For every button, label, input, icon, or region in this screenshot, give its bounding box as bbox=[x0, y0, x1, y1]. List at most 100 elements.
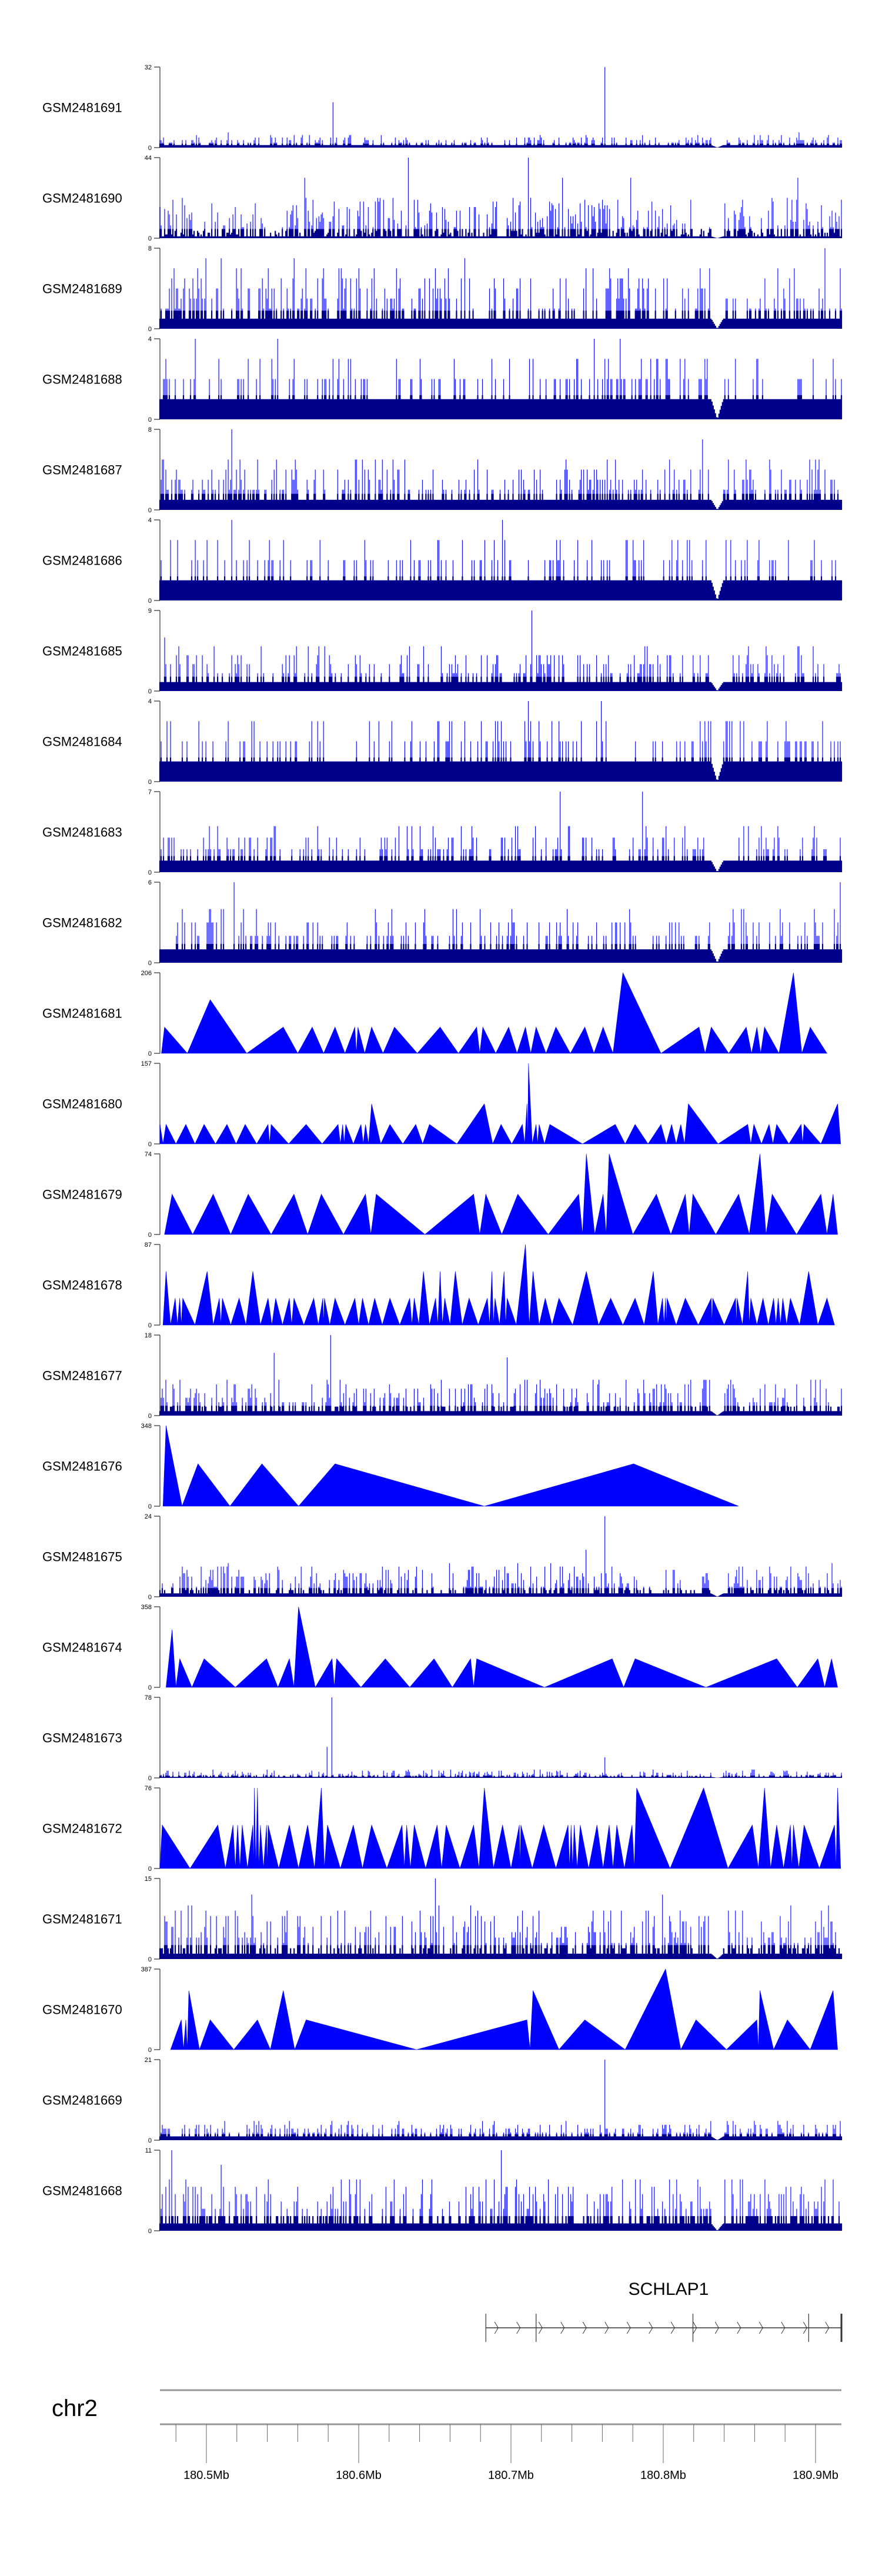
track-label: GSM2481681 bbox=[42, 1006, 122, 1021]
y-axis-max-label: 206 bbox=[141, 970, 152, 977]
track-label: GSM2481687 bbox=[42, 463, 122, 478]
axis-tick-label: 180.6Mb bbox=[336, 2469, 382, 2482]
track-GSM2481677: GSM2481677 18 0 bbox=[42, 1332, 843, 1420]
strand-chevron-icon bbox=[670, 2321, 675, 2334]
y-axis-zero-label: 0 bbox=[148, 1684, 152, 1691]
y-axis-zero-label: 0 bbox=[148, 1232, 152, 1239]
signal-baseline bbox=[159, 1588, 843, 1597]
track-GSM2481691: GSM2481691 32 0 bbox=[42, 64, 843, 152]
signal-baseline bbox=[159, 757, 843, 782]
track-label: GSM2481671 bbox=[42, 1912, 122, 1927]
track-GSM2481690: GSM2481690 44 0 bbox=[42, 155, 843, 242]
y-axis-max-label: 21 bbox=[145, 2057, 152, 2064]
track-label: GSM2481669 bbox=[42, 2093, 122, 2108]
y-axis-max-label: 74 bbox=[145, 1151, 152, 1158]
track-GSM2481683: GSM2481683 7 0 bbox=[42, 789, 843, 876]
chromosome-label: chr2 bbox=[52, 2395, 98, 2421]
signal-baseline bbox=[159, 856, 843, 872]
track-label: GSM2481670 bbox=[42, 2003, 122, 2017]
strand-chevron-icon bbox=[494, 2321, 499, 2334]
y-axis-zero-label: 0 bbox=[148, 1775, 152, 1782]
track-GSM2481672: GSM2481672 76 0 bbox=[42, 1785, 841, 1873]
track-label: GSM2481668 bbox=[42, 2184, 122, 2198]
y-axis-max-label: 76 bbox=[145, 1785, 152, 1792]
coverage-area bbox=[170, 1968, 838, 2051]
track-GSM2481679: GSM2481679 74 0 bbox=[42, 1151, 838, 1239]
track-GSM2481673: GSM2481673 78 0 bbox=[42, 1694, 843, 1782]
genome-axis-track: chr2 180.5Mb 180.6Mb 180.7Mb 180.8Mb 180.9Mb bbox=[52, 2389, 841, 2482]
y-axis-zero-label: 0 bbox=[148, 1956, 152, 1963]
track-label: GSM2481678 bbox=[42, 1278, 122, 1293]
y-axis-max-label: 4 bbox=[148, 517, 152, 524]
coverage-area bbox=[161, 972, 827, 1055]
signal-bars bbox=[159, 1516, 842, 1597]
track-label: GSM2481680 bbox=[42, 1097, 122, 1112]
track-label: GSM2481676 bbox=[42, 1459, 122, 1474]
track-label: GSM2481689 bbox=[42, 282, 122, 296]
track-label: GSM2481690 bbox=[42, 191, 122, 206]
signal-baseline bbox=[159, 576, 843, 600]
track-label: GSM2481683 bbox=[42, 825, 122, 840]
track-label: GSM2481677 bbox=[42, 1369, 122, 1383]
track-label: GSM2481688 bbox=[42, 372, 122, 387]
track-GSM2481668: GSM2481668 11 0 bbox=[42, 2147, 843, 2235]
y-axis-zero-label: 0 bbox=[148, 507, 152, 514]
coverage-area bbox=[159, 1787, 841, 1870]
gene-label: SCHLAP1 bbox=[629, 2280, 709, 2299]
signal-baseline bbox=[159, 1776, 843, 1778]
track-label: GSM2481675 bbox=[42, 1550, 122, 1564]
signal-baseline bbox=[159, 944, 843, 963]
y-axis-zero-label: 0 bbox=[148, 2228, 152, 2235]
y-axis-max-label: 32 bbox=[145, 64, 152, 71]
track-GSM2481689: GSM2481689 8 0 bbox=[42, 245, 843, 333]
y-axis-max-label: 15 bbox=[145, 1876, 152, 1883]
track-GSM2481688: GSM2481688 4 0 bbox=[42, 336, 843, 423]
coverage-area bbox=[162, 1244, 835, 1326]
y-axis-zero-label: 0 bbox=[148, 235, 152, 242]
strand-chevron-icon bbox=[582, 2321, 587, 2334]
axis-tick-label: 180.7Mb bbox=[488, 2469, 534, 2482]
coverage-area bbox=[166, 1606, 838, 1688]
signal-baseline bbox=[159, 1406, 843, 1416]
axis-tick-label: 180.9Mb bbox=[793, 2469, 838, 2482]
strand-chevron-icon bbox=[604, 2321, 609, 2334]
strand-chevron-icon bbox=[825, 2321, 830, 2334]
track-label: GSM2481679 bbox=[42, 1187, 122, 1202]
y-axis-zero-label: 0 bbox=[148, 326, 152, 333]
coverage-area bbox=[164, 1153, 838, 1235]
data-tracks: GSM2481691320GSM2481690440GSM248168980GS… bbox=[42, 64, 843, 2235]
y-axis-zero-label: 0 bbox=[148, 1322, 152, 1329]
y-axis-zero-label: 0 bbox=[148, 779, 152, 786]
y-axis-zero-label: 0 bbox=[148, 416, 152, 423]
signal-baseline bbox=[159, 2216, 843, 2231]
y-axis-zero-label: 0 bbox=[148, 1503, 152, 1510]
y-axis-max-label: 4 bbox=[148, 698, 152, 705]
track-label: GSM2481674 bbox=[42, 1640, 122, 1655]
y-axis-max-label: 11 bbox=[145, 2147, 152, 2154]
track-GSM2481675: GSM2481675 24 0 bbox=[42, 1513, 843, 1601]
axis-ticks: 180.5Mb 180.6Mb 180.7Mb 180.8Mb 180.9Mb bbox=[175, 2424, 838, 2482]
track-GSM2481682: GSM2481682 6 0 bbox=[42, 879, 843, 967]
track-GSM2481671: GSM2481671 15 0 bbox=[42, 1876, 843, 1963]
track-label: GSM2481691 bbox=[42, 101, 122, 115]
strand-chevron-icon bbox=[759, 2321, 763, 2334]
signal-baseline bbox=[159, 229, 843, 238]
y-axis-max-label: 358 bbox=[141, 1604, 152, 1611]
axis-tick-label: 180.5Mb bbox=[183, 2469, 229, 2482]
y-axis-max-label: 18 bbox=[145, 1332, 152, 1339]
track-label: GSM2481684 bbox=[42, 735, 122, 749]
track-GSM2481684: GSM2481684 4 0 bbox=[42, 698, 843, 786]
track-GSM2481669: GSM2481669 21 0 bbox=[42, 2057, 843, 2144]
strand-chevron-icon bbox=[714, 2321, 719, 2334]
track-GSM2481678: GSM2481678 87 0 bbox=[42, 1242, 835, 1329]
coverage-area bbox=[162, 1425, 739, 1507]
axis-tick-label: 180.8Mb bbox=[640, 2469, 686, 2482]
y-axis-max-label: 8 bbox=[148, 245, 152, 252]
y-axis-max-label: 44 bbox=[145, 155, 152, 162]
signal-bars bbox=[159, 1697, 842, 1778]
y-axis-max-label: 7 bbox=[148, 789, 152, 796]
track-GSM2481686: GSM2481686 4 0 bbox=[42, 517, 843, 605]
track-label: GSM2481686 bbox=[42, 553, 122, 568]
gene-model-schlap1[interactable] bbox=[485, 2314, 843, 2342]
